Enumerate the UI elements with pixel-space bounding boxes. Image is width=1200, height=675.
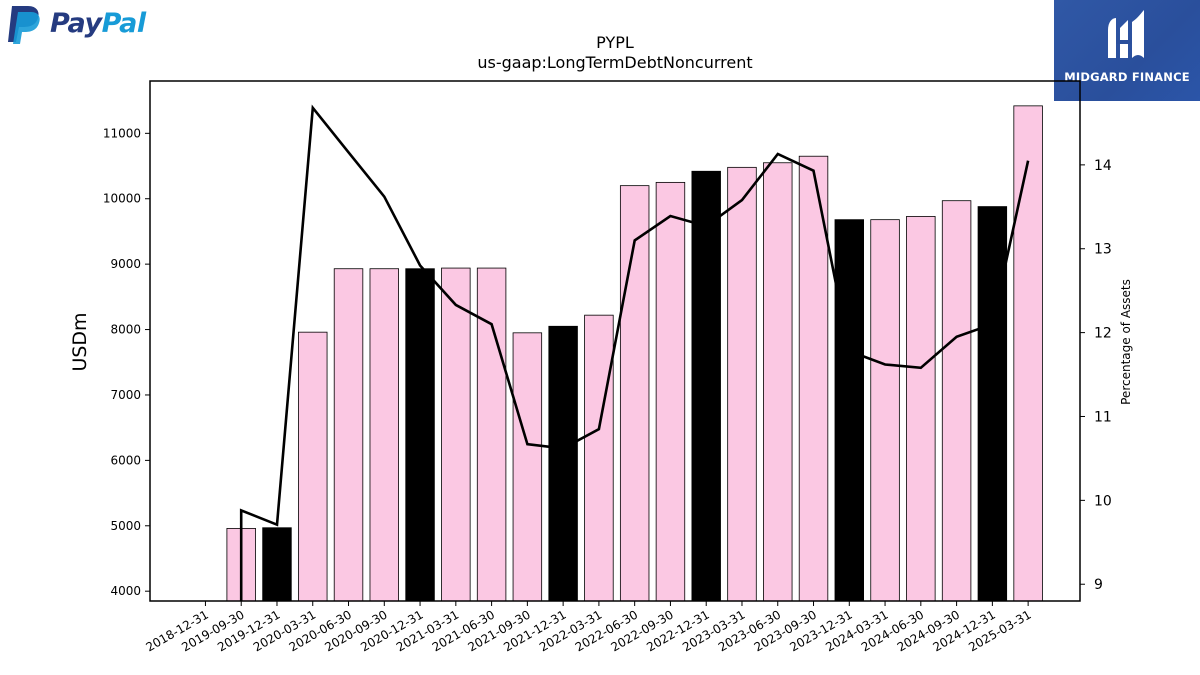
bar-2020-12-31	[405, 268, 435, 602]
bars-group	[226, 105, 1043, 602]
bar-2024-03-31	[870, 219, 900, 602]
bar-2020-06-30	[333, 268, 364, 602]
bar-2021-03-31	[441, 267, 471, 602]
paypal-wordmark-pal: Pal	[101, 8, 147, 39]
y2-tick-label: 14	[1094, 158, 1112, 174]
y-tick-label: 4000	[110, 584, 141, 598]
y-tick-label: 8000	[110, 323, 141, 337]
bar-2023-09-30	[798, 155, 829, 602]
bar-2023-06-30	[763, 162, 793, 602]
bar-2021-12-31	[548, 325, 578, 602]
bar-2022-03-31	[584, 314, 614, 602]
bar-2024-12-31	[977, 206, 1008, 602]
bar-2019-12-31	[262, 527, 292, 602]
bar-2022-06-30	[619, 185, 650, 602]
bar-2024-06-30	[906, 215, 936, 602]
y-tick-label: 10000	[103, 192, 141, 206]
paypal-wordmark-pay: Pay	[50, 8, 102, 39]
chart-subtitle: us-gaap:LongTermDebtNoncurrent	[477, 53, 752, 72]
y-tick-label: 9000	[110, 257, 141, 271]
bar-2023-12-31	[834, 219, 864, 602]
paypal-p-icon	[8, 6, 40, 44]
y2-tick-label: 13	[1094, 242, 1112, 258]
y2-tick-label: 10	[1094, 493, 1112, 509]
paypal-logo: PayPal	[4, 4, 174, 46]
midgard-finance-logo: MIDGARD FINANCE	[1054, 0, 1200, 101]
y2-tick-label: 12	[1094, 326, 1112, 342]
y-tick-label: 11000	[103, 126, 141, 140]
bar-2021-09-30	[512, 332, 543, 602]
bar-2020-09-30	[369, 268, 399, 602]
bar-2024-09-30	[941, 200, 972, 602]
midgard-emblem-icon	[1108, 10, 1144, 58]
y-tick-label: 5000	[110, 519, 141, 533]
plot-frame	[149, 80, 1081, 602]
chart-title: PYPL	[596, 33, 634, 52]
bar-2022-09-30	[655, 181, 686, 602]
y2-tick-label: 9	[1094, 577, 1103, 593]
y2-tick-label: 11	[1094, 409, 1112, 425]
bar-2022-12-31	[691, 170, 721, 602]
y-tick-label: 6000	[110, 453, 141, 467]
bar-2023-03-31	[727, 166, 757, 602]
bar-2025-03-31	[1013, 105, 1043, 602]
y-tick-label: 7000	[110, 388, 141, 402]
y-axis-label: USDm	[69, 312, 91, 371]
midgard-finance-text: MIDGARD FINANCE	[1064, 70, 1190, 84]
y2-axis-label: Percentage of Assets	[1119, 279, 1133, 405]
line-group	[239, 104, 1030, 601]
bar-2020-03-31	[298, 331, 328, 602]
series-line-pct-assets	[239, 104, 1030, 601]
